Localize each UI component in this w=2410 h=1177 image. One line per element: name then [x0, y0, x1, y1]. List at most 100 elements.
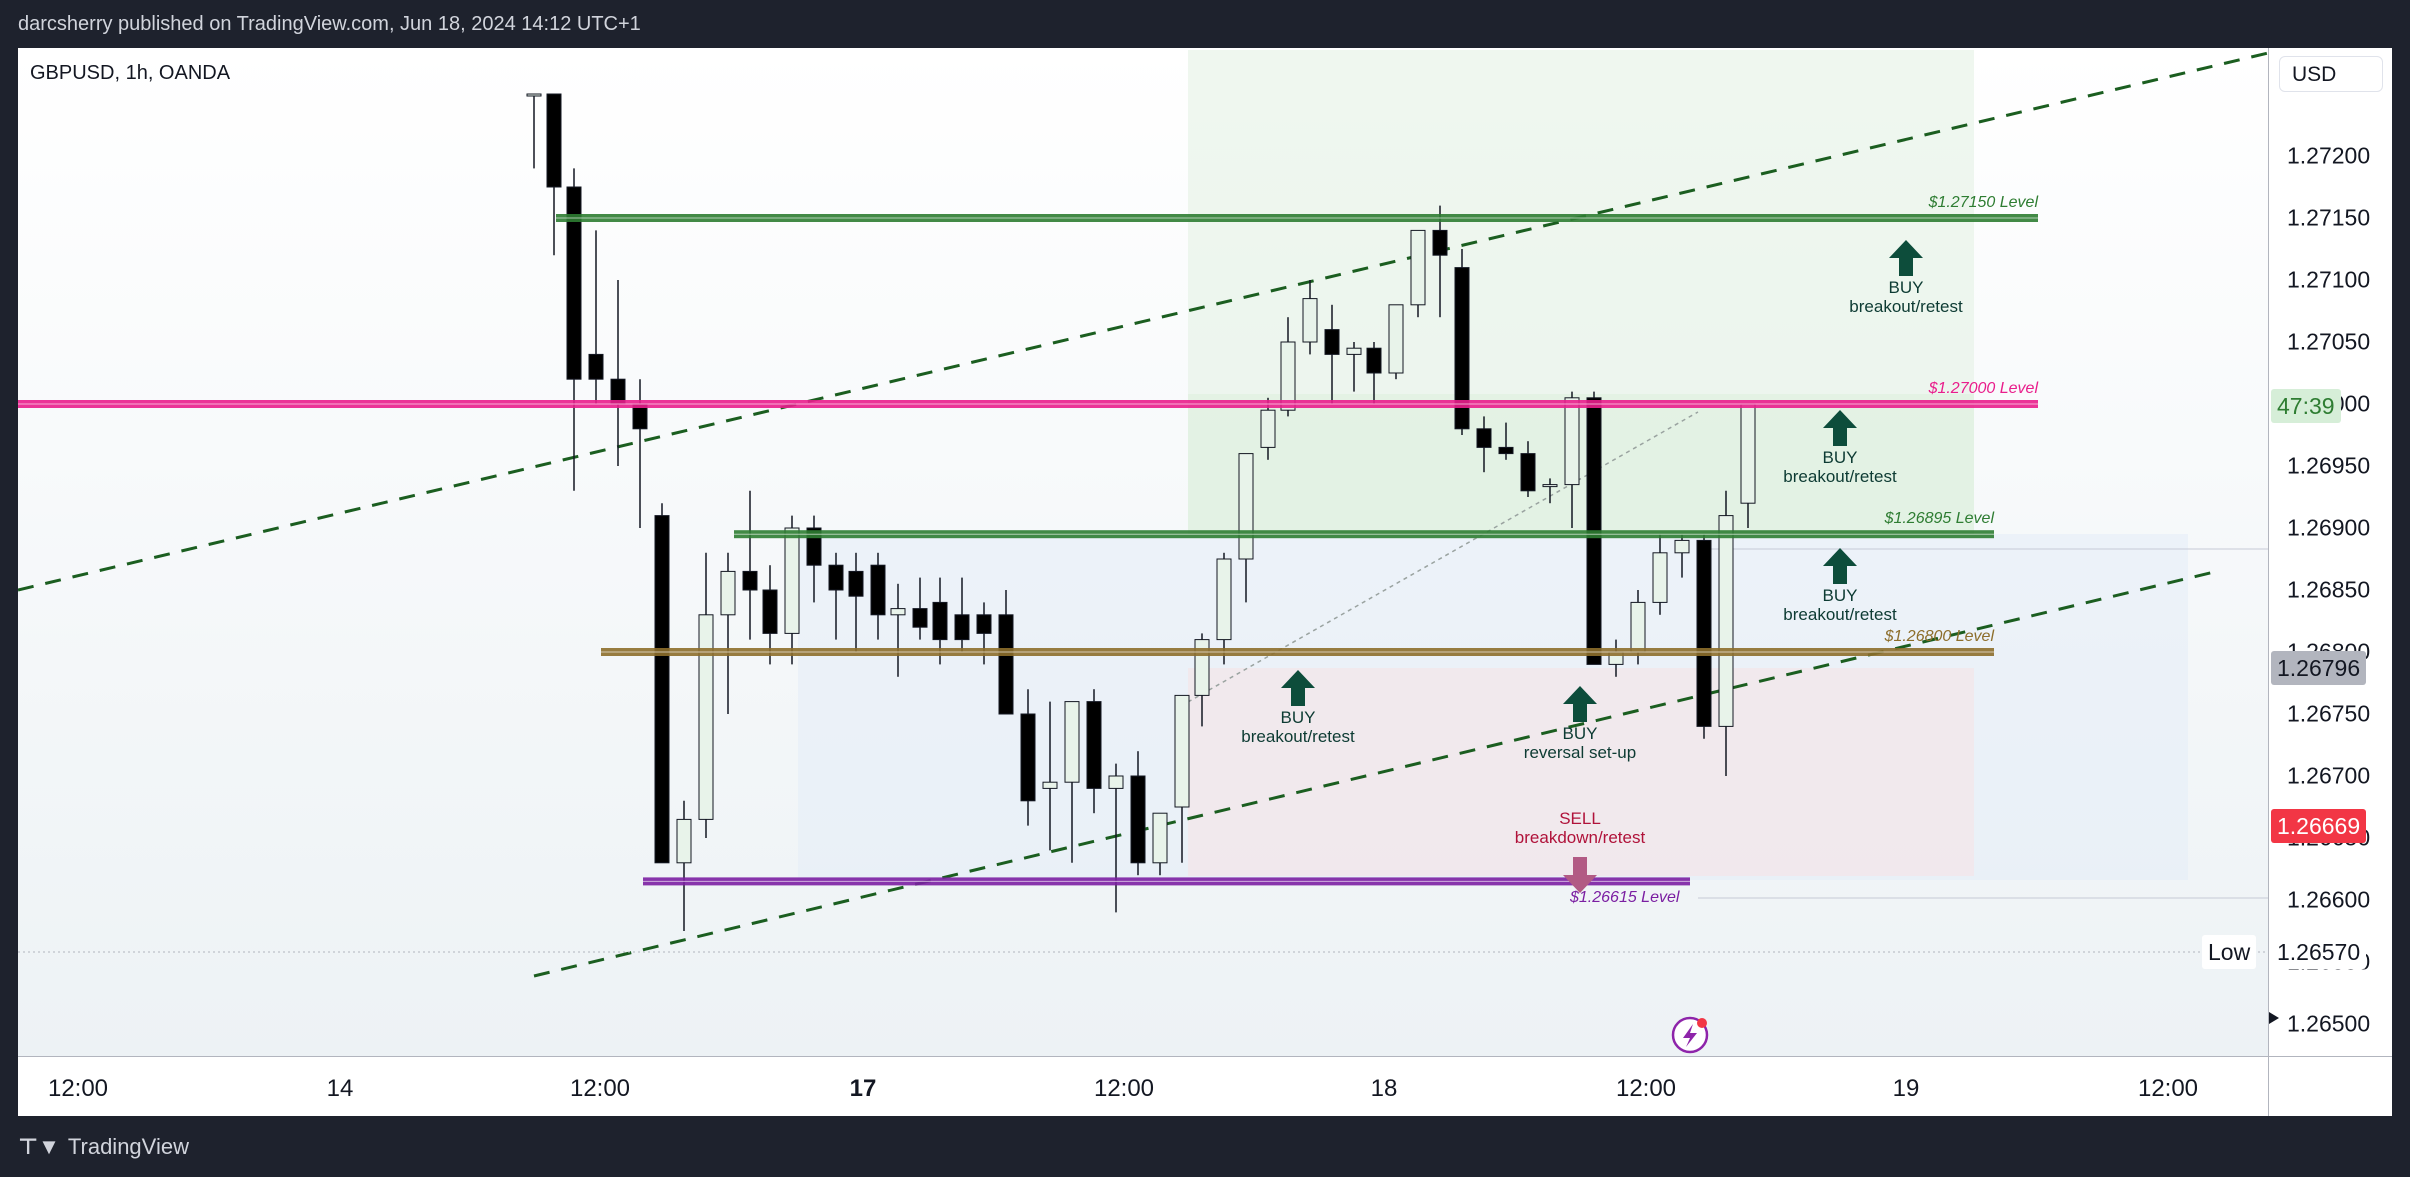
bullish-candle	[784, 527, 800, 634]
bullish-candle	[890, 608, 906, 616]
lightning-bolt-icon	[1683, 1024, 1697, 1047]
scroll-marker	[2269, 1012, 2279, 1024]
buy-signal-label: BUY breakout/retest	[1241, 708, 1355, 746]
bullish-candle	[1108, 775, 1124, 789]
time-tick-label: 19	[1892, 1075, 1920, 1102]
currency-button[interactable]: USD	[2279, 56, 2383, 92]
time-axis[interactable]: 12:00 14 12:00 17 12:00 18 12:00 19 12:00	[18, 1056, 2268, 1116]
price-tick-label: 1.26600	[2287, 886, 2371, 913]
buy-arrow-icon	[1563, 686, 1597, 722]
time-tick-label: 14	[326, 1075, 354, 1102]
bullish-candle	[1346, 347, 1362, 355]
chart-frame[interactable]: GBPUSD, 1h, OANDA $1.27150 Level $1.27000…	[18, 48, 2392, 1116]
bearish-candle	[588, 353, 604, 380]
bullish-candle	[1064, 701, 1080, 783]
bearish-candle	[742, 570, 758, 591]
price-tick-label: 1.27150	[2287, 204, 2371, 231]
bearish-candle	[654, 515, 670, 864]
bearish-candle	[1476, 428, 1492, 448]
time-tick-label: 12:00	[1093, 1075, 1155, 1102]
low-price-badge: 1.26669	[2271, 809, 2367, 843]
price-tick-label: 1.26950	[2287, 452, 2371, 479]
buy-signal-label: BUY breakout/retest	[1783, 448, 1897, 486]
level-label: $1.27150 Level	[1928, 194, 2038, 211]
price-axis[interactable]: USD 1.272001.271501.271001.270501.270001…	[2268, 48, 2392, 1056]
bullish-candle	[526, 93, 542, 97]
tradingview-logo-icon: ⊤▼	[18, 1134, 60, 1159]
channel-upper-line	[18, 51, 2268, 592]
bullish-candle	[676, 818, 692, 864]
price-tick-label: 1.26500	[2287, 1010, 2371, 1037]
bullish-candle	[1542, 484, 1558, 488]
time-tick-label: 12:00	[1615, 1075, 1677, 1102]
bearish-candle	[762, 589, 778, 634]
price-tick-label: 1.27050	[2287, 328, 2371, 355]
bullish-candle	[1260, 409, 1276, 448]
bearish-candle	[976, 614, 992, 634]
bullish-candle	[1564, 397, 1580, 486]
chart-canvas[interactable]	[18, 48, 2268, 1056]
low-value-badge: 1.26570	[2271, 935, 2367, 969]
price-tick-label: 1.26850	[2287, 576, 2371, 603]
publisher-text: darcsherry published on TradingView.com,…	[18, 13, 641, 35]
bullish-candle	[1674, 539, 1690, 554]
buy-arrow-icon	[1281, 670, 1315, 706]
bullish-candle	[1302, 298, 1318, 343]
sell-arrow-icon	[1563, 857, 1597, 893]
bullish-candle	[1652, 552, 1668, 603]
sell-signal-label: SELL breakdown/retest	[1514, 809, 1646, 847]
buy-signal-label: BUY breakout/retest	[1783, 586, 1897, 624]
bullish-candle	[1238, 453, 1254, 560]
price-tick-label: 1.26700	[2287, 762, 2371, 789]
bearish-candle	[546, 93, 562, 188]
notification-dot-icon	[1697, 1018, 1707, 1028]
channel-lower-line	[533, 570, 2215, 978]
bearish-candle	[566, 186, 582, 380]
countdown-badge: 47:39	[2271, 389, 2341, 423]
bearish-candle	[1520, 453, 1536, 492]
axis-corner	[2268, 1056, 2392, 1116]
bullish-candle	[1152, 812, 1168, 864]
bearish-candle	[848, 570, 864, 597]
bullish-candle	[1280, 341, 1296, 411]
bullish-candle	[1740, 403, 1756, 504]
bearish-candle	[998, 614, 1014, 715]
bullish-candle	[1194, 639, 1210, 696]
price-tick-label: 1.26900	[2287, 514, 2371, 541]
bearish-candle	[954, 614, 970, 641]
publisher-bar: darcsherry published on TradingView.com,…	[0, 0, 2410, 48]
bearish-candle	[1130, 775, 1146, 864]
time-tick-label: 12:00	[569, 1075, 631, 1102]
symbol-title: GBPUSD, 1h, OANDA	[30, 62, 231, 84]
price-tick-label: 1.26750	[2287, 700, 2371, 727]
low-label: Low	[2202, 935, 2257, 969]
level-label: $1.27000 Level	[1928, 380, 2038, 397]
bearish-candle	[1498, 446, 1514, 455]
buy-arrow-icon	[1823, 548, 1857, 584]
bearish-candle	[1324, 329, 1340, 355]
footer-brand[interactable]: ⊤▼ TradingView	[18, 1134, 189, 1160]
bullish-candle	[1042, 781, 1058, 789]
current-price-badge: 1.26796	[2271, 651, 2367, 685]
brand-text: TradingView	[67, 1134, 189, 1159]
time-tick-label: 18	[1370, 1075, 1398, 1102]
bullish-candle	[1174, 694, 1190, 808]
buy-arrow-icon	[1823, 410, 1857, 446]
bullish-candle	[1410, 229, 1426, 306]
level-label: $1.26895 Level	[1884, 510, 1994, 528]
bullish-candle	[1630, 601, 1646, 653]
time-tick-label: 12:00	[2137, 1075, 2199, 1102]
buy-arrow-icon	[1889, 240, 1923, 276]
bearish-candle	[932, 601, 948, 641]
bearish-candle	[1432, 229, 1448, 256]
buy-signal-label: BUY breakout/retest	[1849, 278, 1963, 316]
price-tick-label: 1.27100	[2287, 266, 2371, 293]
chart-plot-area[interactable]: GBPUSD, 1h, OANDA $1.27150 Level $1.27000…	[18, 48, 2268, 1056]
time-tick-label: 12:00	[47, 1075, 109, 1102]
bullish-candle	[720, 570, 736, 616]
bearish-candle	[1696, 539, 1712, 727]
bearish-candle	[870, 564, 886, 616]
bearish-candle	[1086, 701, 1102, 789]
bullish-candle	[1718, 515, 1734, 727]
bearish-candle	[1020, 713, 1036, 802]
